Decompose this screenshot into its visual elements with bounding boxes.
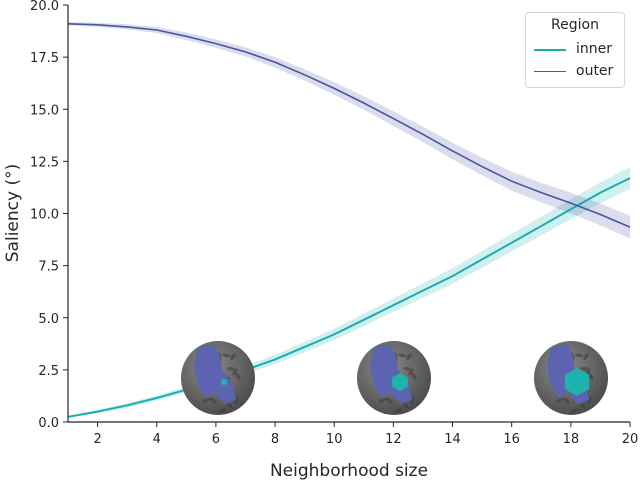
brain-insets bbox=[181, 341, 608, 415]
legend-title: Region bbox=[551, 17, 599, 33]
brain-sphere-neighborhood-18 bbox=[534, 341, 608, 415]
x-tick-label: 18 bbox=[563, 432, 580, 447]
legend-swatch-outer bbox=[534, 71, 566, 72]
inner-region bbox=[392, 373, 408, 391]
y-tick-label: 10.0 bbox=[30, 208, 59, 223]
x-tick-label: 2 bbox=[93, 432, 101, 447]
x-tick-label: 12 bbox=[385, 432, 402, 447]
legend: Region inner outer bbox=[525, 12, 625, 88]
x-tick-label: 20 bbox=[622, 432, 639, 447]
x-tick-label: 6 bbox=[212, 432, 220, 447]
y-tick-label: 17.5 bbox=[30, 51, 59, 66]
y-tick-label: 7.5 bbox=[38, 260, 59, 275]
y-tick-label: 15.0 bbox=[30, 103, 59, 118]
line-inner bbox=[67, 177, 631, 418]
x-tick-label: 4 bbox=[153, 432, 161, 447]
legend-label-outer: outer bbox=[576, 63, 614, 79]
legend-label-inner: inner bbox=[576, 41, 613, 57]
x-tick-label: 14 bbox=[444, 432, 461, 447]
y-tick-label: 5.0 bbox=[38, 312, 59, 327]
x-ticks: 2 4 6 8 10 12 14 16 18 20 bbox=[93, 422, 638, 447]
y-tick-label: 20.0 bbox=[30, 0, 59, 14]
outer-region bbox=[194, 344, 236, 404]
inner-region bbox=[221, 378, 227, 386]
legend-swatch-inner bbox=[534, 49, 566, 51]
y-tick-label: 2.5 bbox=[38, 364, 59, 379]
y-axis-label: Saliency (°) bbox=[3, 164, 23, 262]
y-tick-label: 12.5 bbox=[30, 155, 59, 170]
brain-sphere-neighborhood-12 bbox=[357, 341, 431, 415]
y-ticks: 0.0 2.5 5.0 7.5 10.0 12.5 15.0 17.5 20.0 bbox=[30, 0, 68, 431]
inner-region bbox=[564, 368, 590, 396]
series-lines bbox=[67, 23, 631, 418]
x-axis-label: Neighborhood size bbox=[270, 461, 428, 481]
brain-sphere-neighborhood-6 bbox=[181, 341, 255, 415]
x-tick-label: 16 bbox=[503, 432, 520, 447]
legend-item-outer: outer bbox=[532, 63, 622, 81]
line-outer bbox=[67, 23, 631, 228]
y-tick-label: 0.0 bbox=[38, 416, 59, 431]
legend-item-inner: inner bbox=[532, 41, 622, 59]
x-tick-label: 10 bbox=[326, 432, 343, 447]
x-tick-label: 8 bbox=[271, 432, 279, 447]
